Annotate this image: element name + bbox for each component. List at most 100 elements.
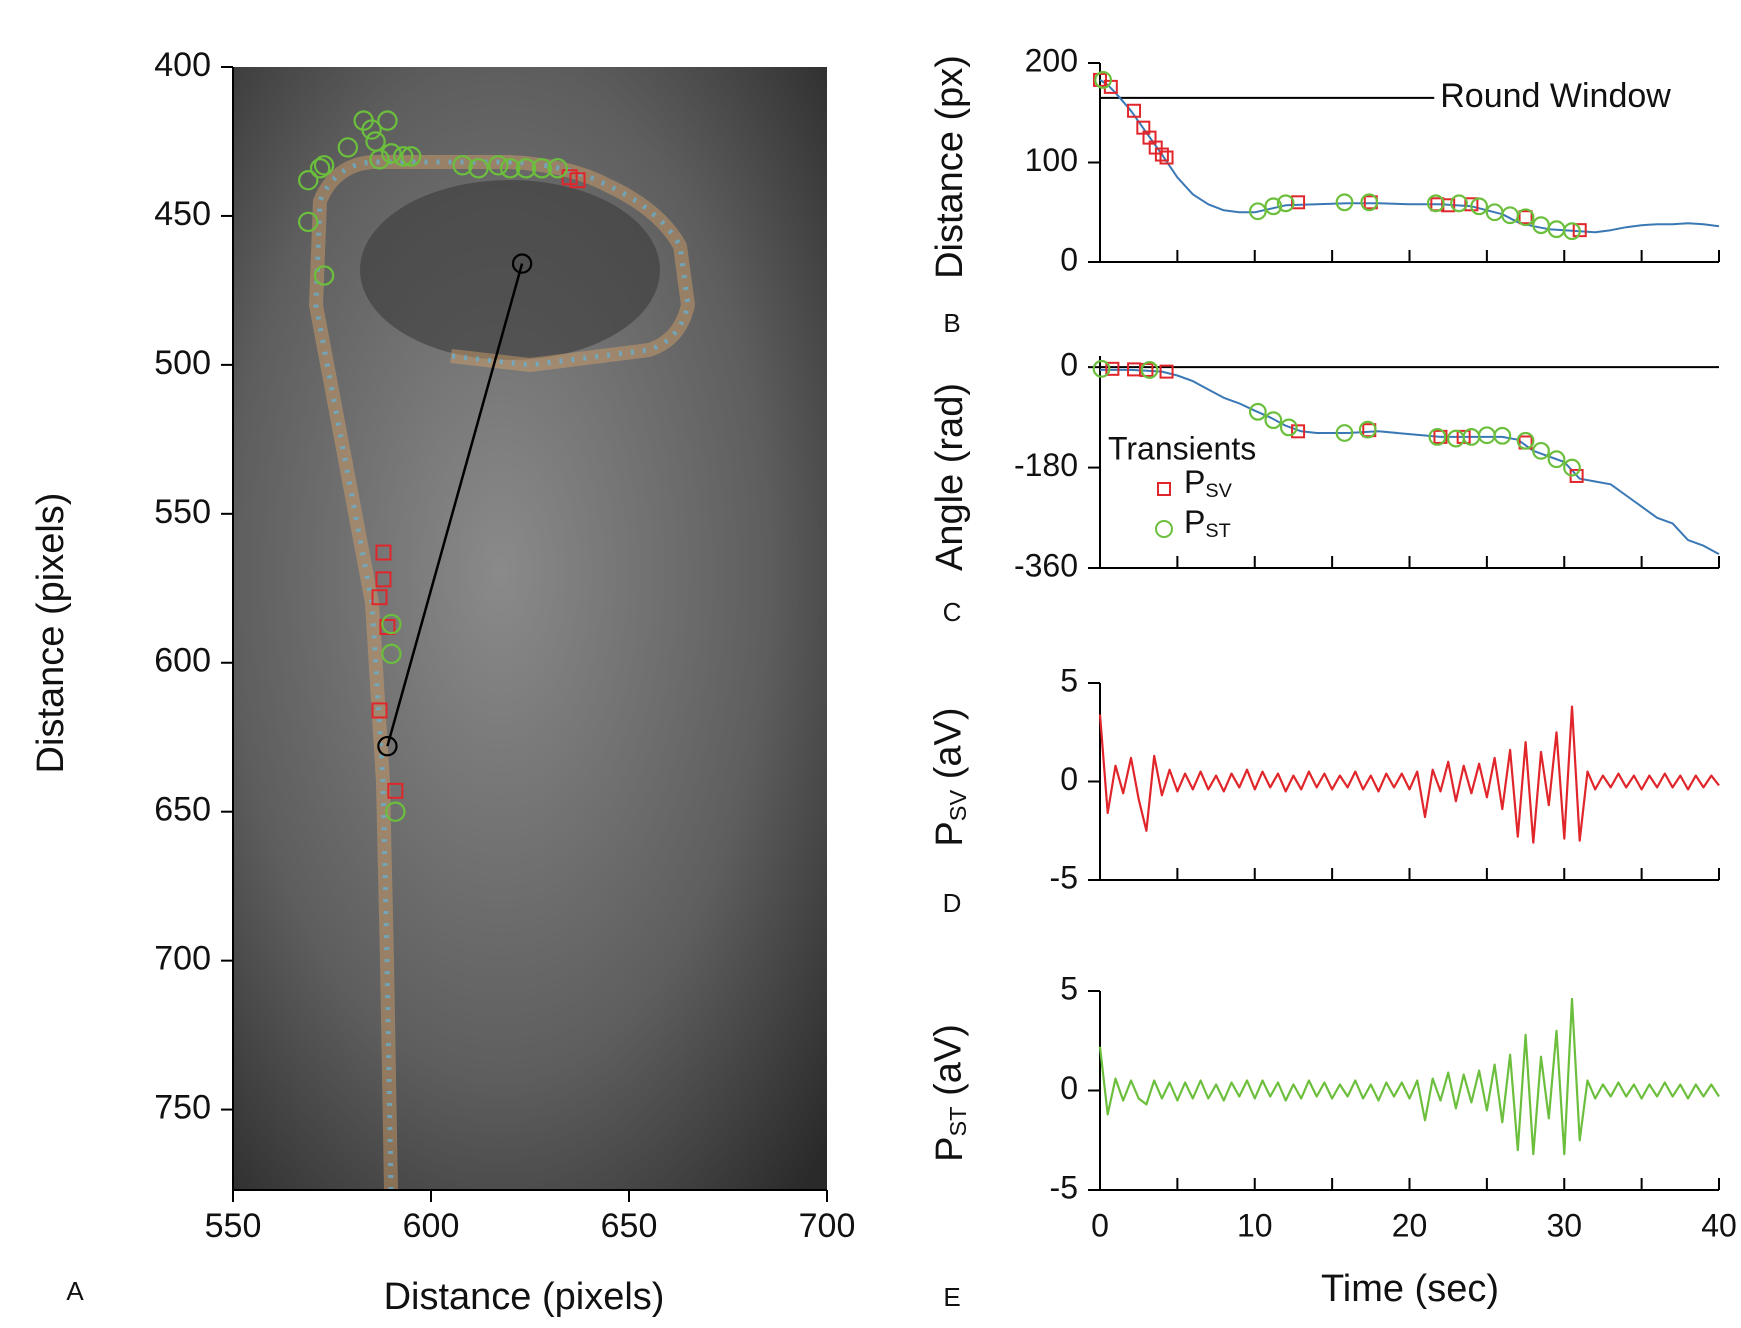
y-axis-label: Distance (pixels) [30, 493, 72, 774]
x-tick-label: 700 [799, 1207, 856, 1245]
marker-square [1291, 424, 1306, 439]
x-tick-label: 40 [1701, 1207, 1737, 1243]
marker-circle [1532, 441, 1550, 460]
panel-label: C [943, 597, 962, 627]
marker-circle [1477, 426, 1496, 445]
x-tick-label: 30 [1546, 1207, 1582, 1243]
y-axis-label: PSV (aV) [928, 707, 972, 846]
data-line [386, 263, 524, 747]
marker-square [379, 619, 396, 636]
y-tick-label: 200 [1025, 42, 1078, 78]
marker-square [1572, 223, 1587, 238]
y-tick-label: -360 [1014, 547, 1078, 583]
y-axis-label: PST (aV) [928, 1024, 972, 1162]
marker-circle [369, 149, 390, 170]
y-tick-label: 550 [154, 493, 211, 531]
y-axis-label: Distance (px) [929, 55, 971, 279]
marker-circle [393, 146, 414, 167]
marker-circle [313, 155, 335, 176]
data-line [1099, 79, 1720, 234]
panel-label: E [943, 1282, 960, 1312]
marker-circle [1094, 71, 1112, 89]
marker-circle [381, 643, 402, 665]
marker-circle [385, 801, 406, 822]
legend-marker [1155, 520, 1173, 538]
marker-circle [515, 158, 537, 179]
x-tick-label: 20 [1392, 1207, 1428, 1243]
y-tick-label: 450 [154, 195, 211, 233]
marker-circle [401, 146, 422, 167]
y-tick-label: 600 [154, 642, 211, 680]
marker-square [1159, 364, 1174, 379]
x-axis-label: Distance (pixels) [384, 1276, 665, 1318]
marker-circle [1248, 402, 1267, 421]
marker-circle [1426, 194, 1445, 213]
marker-circle [547, 158, 568, 179]
x-tick-label: 600 [403, 1207, 460, 1245]
marker-circle [377, 110, 398, 131]
panel-label: A [66, 1276, 84, 1306]
marker-circle [1092, 359, 1111, 378]
marker-circle [1276, 194, 1295, 213]
marker-circle [1279, 418, 1298, 437]
marker-circle [1140, 361, 1159, 379]
marker-square [375, 544, 392, 561]
marker-square [1441, 198, 1456, 213]
dark-region [360, 180, 660, 360]
x-tick-label: 650 [601, 1207, 658, 1245]
marker-circle [309, 158, 331, 179]
marker-circle [468, 158, 489, 179]
marker-circle [1516, 208, 1535, 227]
marker-square [371, 702, 388, 719]
data-line [1098, 705, 1720, 844]
marker-circle [1532, 216, 1550, 235]
y-tick-label: -180 [1014, 447, 1078, 483]
marker-circle [1563, 458, 1581, 477]
y-tick-label: 500 [154, 344, 211, 382]
marker-circle [531, 158, 553, 179]
legend-label: PSV [1184, 464, 1233, 502]
y-tick-label: 700 [154, 940, 211, 978]
panel-label: D [943, 888, 962, 918]
marker-circle [381, 143, 402, 164]
y-tick-label: 650 [154, 791, 211, 829]
y-tick-label: 0 [1060, 761, 1078, 797]
marker-circle [1447, 429, 1465, 448]
marker-circle [1428, 427, 1447, 446]
marker-square [387, 782, 404, 799]
y-tick-label: -5 [1050, 859, 1078, 895]
marker-circle [511, 253, 533, 274]
marker-circle [1516, 431, 1535, 450]
marker-square [1154, 147, 1169, 162]
reference-label: Round Window [1440, 77, 1671, 115]
marker-circle [298, 211, 319, 233]
marker-circle [313, 265, 335, 286]
legend-title: Transients [1108, 430, 1256, 466]
y-tick-label: 0 [1060, 1070, 1078, 1106]
marker-square [371, 589, 388, 606]
marker-square [1105, 361, 1120, 376]
marker-circle [488, 155, 509, 176]
marker-circle [298, 169, 319, 191]
marker-circle [1450, 194, 1468, 213]
marker-circle [1470, 197, 1489, 216]
data-line [1100, 368, 1720, 555]
y-tick-label: 5 [1060, 662, 1078, 698]
marker-circle [1358, 420, 1377, 439]
marker-circle [377, 735, 398, 757]
marker-circle [1360, 193, 1379, 212]
marker-circle [1264, 197, 1283, 216]
y-tick-label: 400 [154, 46, 211, 84]
electrode-trace-dots [313, 159, 691, 1191]
y-tick-label: -5 [1050, 1169, 1078, 1205]
panel-label: B [943, 308, 960, 338]
y-tick-label: 5 [1060, 970, 1078, 1006]
y-tick-label: 750 [154, 1089, 211, 1127]
x-tick-label: 550 [205, 1207, 262, 1245]
x-axis-label: Time (sec) [1321, 1268, 1499, 1310]
legend-marker [1157, 482, 1171, 496]
data-line [1098, 997, 1720, 1156]
marker-circle [500, 158, 521, 179]
marker-circle [1563, 222, 1581, 241]
